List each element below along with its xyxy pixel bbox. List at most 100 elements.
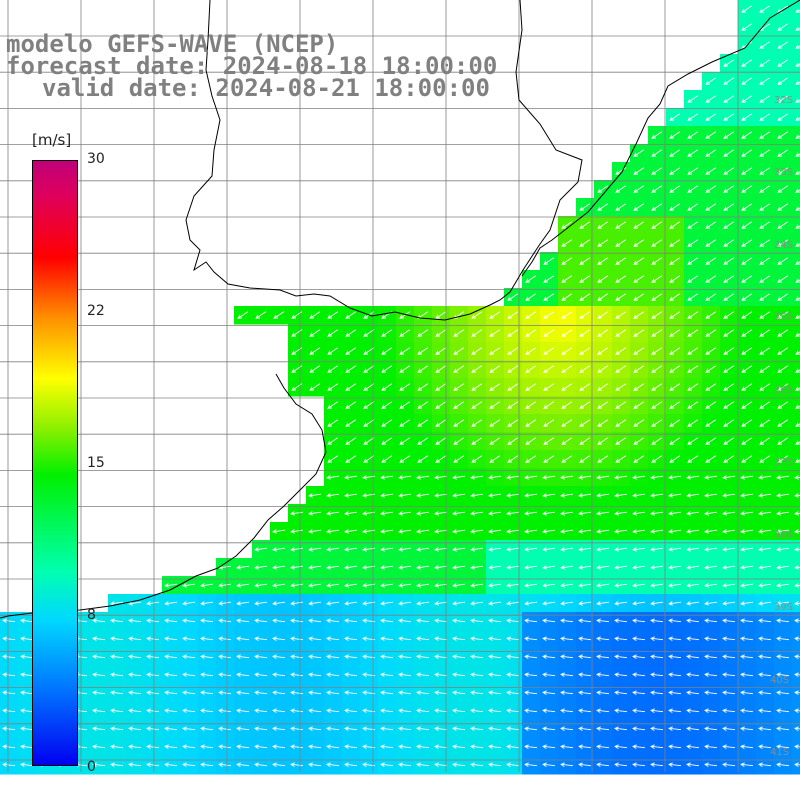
- wind-arrow: [128, 636, 142, 642]
- wind-arrow: [218, 583, 232, 588]
- wind-arrow: [777, 365, 789, 373]
- wind-arrow: [651, 455, 663, 463]
- wind-arrow: [777, 221, 789, 229]
- wind-arrow: [614, 762, 628, 768]
- wind-arrow: [669, 221, 681, 229]
- wind-arrow: [542, 565, 556, 570]
- wind-cell: [792, 234, 800, 253]
- wind-arrow: [254, 708, 268, 714]
- wind-arrow: [417, 437, 429, 445]
- wind-arrow: [182, 762, 196, 768]
- wind-arrow: [650, 636, 664, 642]
- wind-arrow: [795, 98, 800, 103]
- wind-arrow: [344, 726, 358, 732]
- wind-arrow: [363, 401, 375, 409]
- wind-arrow: [560, 690, 574, 696]
- wind-arrow: [182, 654, 196, 660]
- wind-arrow: [380, 529, 394, 534]
- wind-arrow: [506, 654, 520, 660]
- wind-arrow: [596, 511, 610, 516]
- wind-arrow: [795, 26, 800, 31]
- wind-arrow: [290, 583, 304, 588]
- wind-arrow: [182, 583, 196, 588]
- wind-arrow: [326, 762, 340, 768]
- wind-arrow: [741, 329, 753, 337]
- wind-arrow: [470, 762, 484, 768]
- wind-arrow: [146, 636, 160, 642]
- wind-arrow: [776, 601, 790, 606]
- wind-arrow: [776, 618, 790, 624]
- wind-arrow: [579, 239, 591, 247]
- wind-arrow: [452, 672, 466, 678]
- wind-cell: [792, 162, 800, 181]
- wind-arrow: [164, 583, 178, 588]
- wind-arrow: [236, 583, 250, 588]
- wind-arrow: [470, 618, 484, 624]
- wind-arrow: [578, 601, 592, 606]
- wind-arrow: [614, 511, 628, 516]
- wind-arrow: [434, 672, 448, 678]
- lat-label-38s: 38S: [774, 530, 794, 541]
- wind-arrow: [326, 529, 340, 534]
- wind-arrow: [560, 565, 574, 570]
- wind-arrow: [416, 654, 430, 660]
- wind-arrow: [596, 583, 610, 588]
- wind-arrow: [705, 329, 717, 337]
- wind-arrow: [614, 726, 628, 732]
- wind-arrow: [759, 167, 771, 175]
- wind-arrow: [578, 475, 592, 480]
- wind-arrow: [579, 311, 591, 319]
- wind-arrow: [344, 493, 358, 498]
- wind-arrow: [632, 511, 646, 516]
- wind-arrow: [507, 329, 519, 337]
- wind-arrow: [506, 744, 520, 750]
- wind-arrow: [381, 419, 393, 427]
- wind-arrow: [597, 275, 609, 283]
- wind-arrow: [668, 672, 682, 678]
- wind-arrow: [561, 455, 573, 463]
- wind-arrow: [363, 347, 375, 355]
- wind-arrow: [525, 293, 537, 301]
- wind-arrow: [633, 149, 645, 157]
- wind-arrow: [633, 365, 645, 373]
- wind-arrow: [164, 690, 178, 696]
- wind-arrow: [741, 365, 753, 373]
- wind-arrow: [2, 744, 16, 750]
- lat-label-36s: 36S: [774, 385, 794, 396]
- wind-arrow: [597, 401, 609, 409]
- wind-arrow: [561, 419, 573, 427]
- wind-arrow: [542, 636, 556, 642]
- lat-label-41s: 41S: [770, 747, 790, 758]
- colorbar-tick-22: 22: [87, 303, 105, 319]
- wind-arrow: [722, 618, 736, 624]
- wind-arrow: [434, 744, 448, 750]
- wind-arrow: [380, 565, 394, 570]
- wind-arrow: [776, 762, 790, 768]
- wind-arrow: [740, 529, 754, 534]
- wind-arrow: [470, 690, 484, 696]
- wind-arrow: [687, 329, 699, 337]
- wind-arrow: [560, 493, 574, 498]
- wind-arrow: [632, 475, 646, 480]
- wind-arrow: [489, 437, 501, 445]
- wind-arrow: [651, 365, 663, 373]
- wind-arrow: [506, 672, 520, 678]
- wind-arrow: [344, 547, 358, 552]
- wind-arrow: [777, 113, 789, 121]
- wind-arrow: [236, 690, 250, 696]
- wind-arrow: [272, 726, 286, 732]
- wind-arrow: [290, 654, 304, 660]
- wind-arrow: [759, 221, 771, 229]
- wind-arrow: [399, 365, 411, 373]
- wind-arrow: [326, 636, 340, 642]
- wind-arrow: [398, 690, 412, 696]
- wind-arrow: [669, 329, 681, 337]
- wind-arrow: [290, 511, 304, 516]
- wind-arrow: [758, 529, 772, 534]
- wind-arrow: [723, 383, 735, 391]
- wind-arrow: [759, 455, 771, 463]
- wind-arrow: [741, 437, 753, 445]
- wind-arrow: [794, 529, 800, 534]
- wind-arrow: [398, 744, 412, 750]
- wind-arrow: [705, 167, 717, 175]
